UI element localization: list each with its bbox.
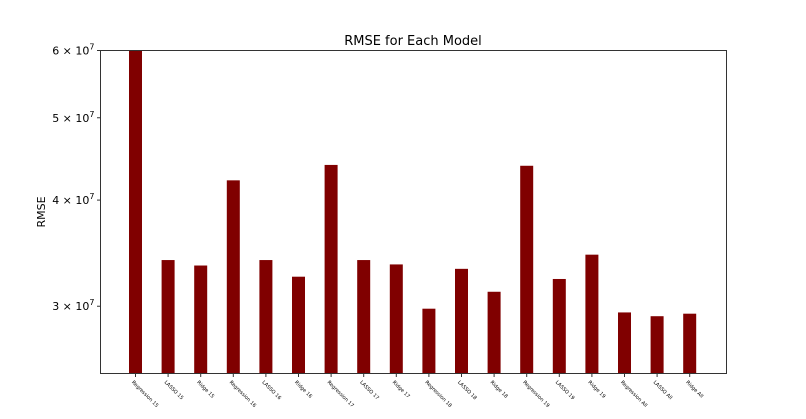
x-tick-label: LASSO 15: [163, 380, 185, 402]
bar: [194, 265, 208, 374]
x-tick-label: LASSO 19: [554, 380, 576, 402]
x-tick-label: Regression 15: [130, 380, 159, 409]
bar: [520, 165, 534, 374]
bar: [161, 260, 175, 374]
bar: [389, 264, 403, 374]
x-tick-label: Ridge 15: [195, 380, 215, 400]
bar: [226, 180, 240, 374]
x-tick-label: Regression All: [619, 380, 648, 409]
plot-frame: [100, 50, 727, 374]
x-tick-label: Ridge 17: [391, 380, 411, 400]
bar: [292, 276, 305, 374]
y-tick-label: 6 × 107: [52, 43, 94, 58]
bar: [585, 254, 599, 374]
x-tick-label: Regression 17: [326, 380, 355, 409]
x-tick-label: Regression 16: [228, 380, 257, 409]
x-tick-label: LASSO 17: [358, 380, 380, 402]
x-tick-label: LASSO 18: [456, 380, 478, 402]
bars: [129, 50, 697, 374]
x-tick-label: Ridge 18: [489, 380, 509, 400]
bar: [129, 50, 142, 374]
bar: [552, 278, 566, 374]
y-axis-label: RMSE: [35, 196, 48, 227]
bar: [357, 260, 371, 374]
bar: [455, 268, 468, 374]
y-tick-label: 3 × 107: [52, 298, 94, 313]
x-tick-label: Regression 19: [521, 380, 550, 409]
bar: [683, 313, 697, 374]
x-tick-label: Ridge All: [684, 380, 704, 400]
bar: [487, 291, 501, 374]
y-tick-label: 4 × 107: [52, 192, 94, 207]
chart-title: RMSE for Each Model: [344, 34, 482, 49]
bar: [650, 316, 664, 374]
x-tick-label: LASSO 16: [260, 380, 282, 402]
y-axis-ticks: 3 × 107 4 × 107 5 × 107 6 × 107: [52, 43, 101, 313]
x-axis-ticks: Regression 15 LASSO 15 Ridge 15 Regression …: [130, 373, 704, 409]
x-tick-label: Regression 18: [423, 380, 452, 409]
bar: [422, 308, 436, 374]
y-tick-label: 5 × 107: [52, 110, 94, 125]
x-tick-label: Ridge 19: [586, 380, 606, 400]
x-tick-label: Ridge 16: [293, 380, 313, 400]
bar: [324, 164, 338, 374]
bar: [259, 260, 273, 374]
bar: [618, 312, 631, 374]
x-tick-label: LASSO All: [652, 380, 674, 402]
